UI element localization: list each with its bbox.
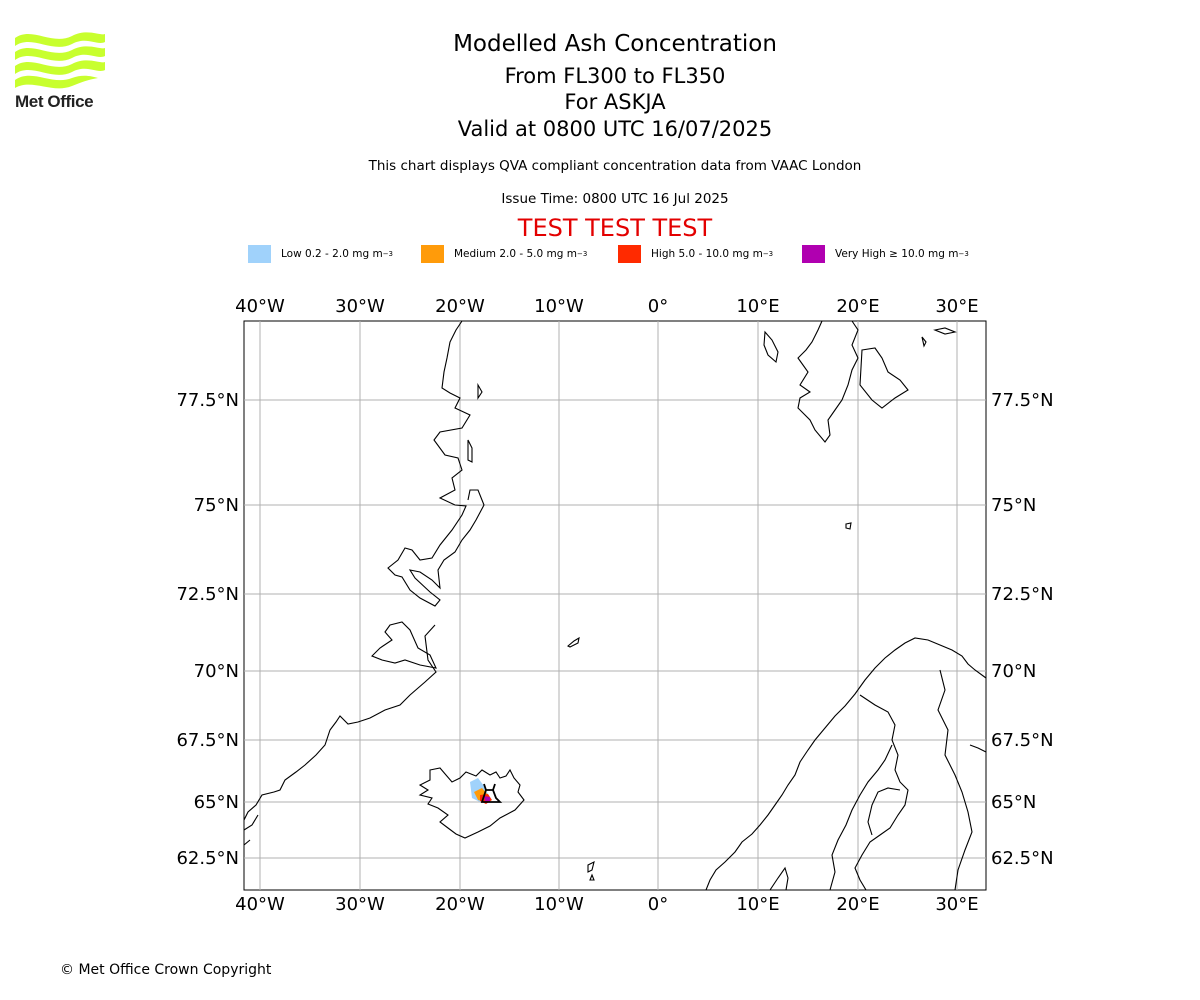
lon-tick-label: 10°E	[736, 296, 779, 317]
legend-item-medium: Medium 2.0 - 5.0 mg m −3	[421, 244, 587, 264]
legend-item-very-high: Very High ≥ 10.0 mg m −3	[802, 244, 969, 264]
russia-border	[937, 669, 973, 891]
svalbard-coast	[921, 336, 927, 348]
greenland-coast	[243, 320, 485, 821]
lon-tick-label: 30°W	[335, 296, 385, 317]
lat-tick-label: 72.5°N	[176, 584, 239, 605]
legend-swatch-very-high	[802, 245, 825, 263]
met-office-wave-logo	[15, 32, 105, 89]
lon-tick-label: 10°W	[534, 296, 584, 317]
lon-labels-top: 40°W 30°W 20°W 10°W 0° 10°E 20°E 30°E	[235, 296, 978, 317]
legend-swatch-low	[248, 245, 271, 263]
legend-label-low: Low 0.2 - 2.0 mg m	[281, 248, 383, 260]
scandinavia-coast	[705, 637, 987, 891]
jan-mayen	[567, 636, 580, 648]
lon-tick-label: 30°E	[935, 894, 978, 915]
sweden-border	[829, 744, 893, 891]
lon-tick-label: 20°W	[435, 894, 485, 915]
lon-labels-bottom: 40°W 30°W 20°W 10°W 0° 10°E 20°E 30°E	[235, 894, 978, 915]
lon-tick-label: 10°E	[736, 894, 779, 915]
lat-tick-label: 67.5°N	[176, 730, 239, 751]
lon-tick-label: 40°W	[235, 296, 285, 317]
lat-tick-label: 77.5°N	[176, 390, 239, 411]
ash-plume	[470, 778, 492, 804]
greenland-island	[467, 439, 473, 463]
source-polygon	[480, 789, 503, 803]
legend-unit-exp-very-high: −3	[958, 250, 969, 258]
norway-coast-south	[969, 744, 987, 753]
legend-swatch-medium	[421, 245, 444, 263]
greenland-fjord	[371, 621, 437, 669]
lat-tick-label: 62.5°N	[176, 848, 239, 869]
svalbard-coast	[797, 320, 859, 443]
lat-tick-label: 62.5°N	[991, 848, 1054, 869]
lon-tick-label: 10°W	[534, 894, 584, 915]
lat-tick-label: 75°N	[991, 495, 1036, 516]
legend-item-high: High 5.0 - 10.0 mg m −3	[618, 244, 773, 264]
volcano-name: For ASKJA	[564, 90, 666, 114]
lat-labels-left: 77.5°N 75°N 72.5°N 70°N 67.5°N 65°N 62.5…	[176, 390, 239, 869]
bear-island	[845, 522, 852, 530]
lat-tick-label: 70°N	[194, 661, 239, 682]
lat-tick-label: 65°N	[991, 792, 1036, 813]
test-banner: TEST TEST TEST	[517, 214, 713, 242]
lon-tick-label: 0°	[648, 296, 668, 317]
ash-very-high	[484, 796, 490, 801]
legend-label-medium: Medium 2.0 - 5.0 mg m	[454, 248, 577, 260]
iceland-coast	[418, 767, 525, 839]
lon-tick-label: 20°E	[836, 296, 879, 317]
coastlines	[243, 320, 987, 891]
lat-tick-label: 75°N	[194, 495, 239, 516]
legend-swatch-high	[618, 245, 641, 263]
lat-tick-label: 77.5°N	[991, 390, 1054, 411]
scandinavia-interior	[867, 787, 901, 836]
lon-tick-label: 30°W	[335, 894, 385, 915]
lat-tick-label: 65°N	[194, 792, 239, 813]
faroe-islands	[587, 860, 595, 881]
issue-time: Issue Time: 0800 UTC 16 Jul 2025	[501, 191, 729, 207]
svalbard-coast	[933, 327, 957, 335]
lon-tick-label: 30°E	[935, 296, 978, 317]
legend-item-low: Low 0.2 - 2.0 mg m −3	[248, 244, 393, 264]
lat-tick-label: 67.5°N	[991, 730, 1054, 751]
finland-border	[854, 694, 909, 891]
legend-unit-exp-medium: −3	[576, 250, 588, 258]
legend-unit-exp-low: −3	[382, 250, 394, 258]
concentration-legend: Low 0.2 - 2.0 mg m −3 Medium 2.0 - 5.0 mg…	[0, 244, 1200, 264]
lon-tick-label: 0°	[648, 894, 668, 915]
greenland-island	[477, 382, 483, 400]
svalbard-coast	[763, 330, 779, 364]
legend-label-high: High 5.0 - 10.0 mg m	[651, 248, 763, 260]
flight-level-range: From FL300 to FL350	[504, 64, 726, 88]
map-grid	[244, 321, 986, 890]
sweden-coast	[769, 866, 789, 891]
valid-time: Valid at 0800 UTC 16/07/2025	[457, 117, 773, 141]
legend-unit-exp-high: −3	[762, 250, 774, 258]
chart-title: Modelled Ash Concentration	[453, 31, 777, 57]
source-tick	[483, 783, 496, 791]
svalbard-coast	[859, 347, 909, 409]
lon-tick-label: 20°E	[836, 894, 879, 915]
lat-tick-label: 72.5°N	[991, 584, 1054, 605]
map-frame	[243, 320, 987, 891]
met-office-logo-text: Met Office	[15, 92, 94, 111]
copyright-notice: © Met Office Crown Copyright	[60, 962, 272, 978]
greenland-coast-south	[243, 814, 259, 846]
lat-labels-right: 77.5°N 75°N 72.5°N 70°N 67.5°N 65°N 62.5…	[991, 390, 1054, 869]
chart-description: This chart displays QVA compliant concen…	[368, 158, 862, 174]
lat-tick-label: 70°N	[991, 661, 1036, 682]
legend-label-very-high: Very High ≥ 10.0 mg m	[835, 248, 959, 260]
volcano-source-outline	[480, 783, 503, 803]
lon-tick-label: 40°W	[235, 894, 285, 915]
lon-tick-label: 20°W	[435, 296, 485, 317]
